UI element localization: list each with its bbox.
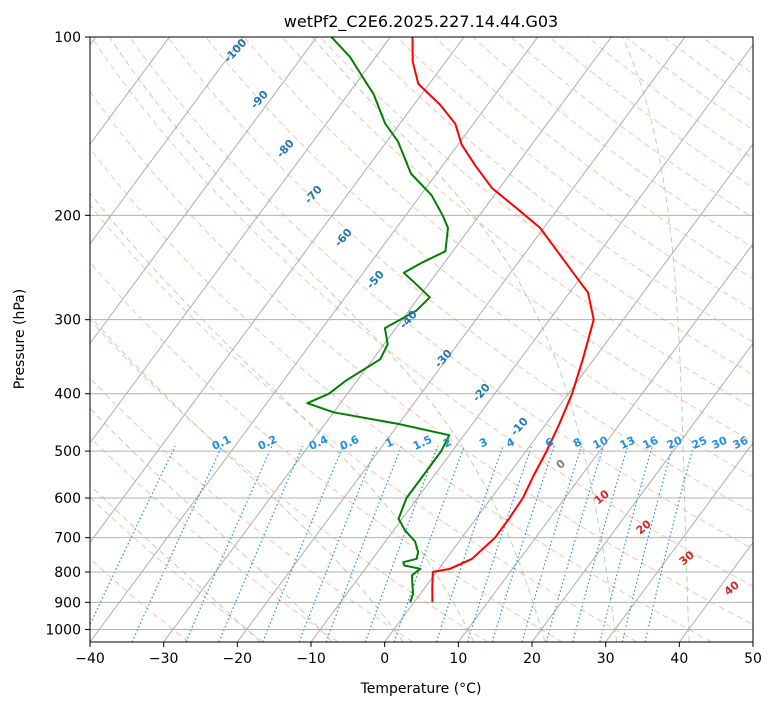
x-tick-label: 30 [597, 651, 615, 667]
mixing-ratio-label: 25 [690, 434, 709, 452]
x-tick-label: 0 [380, 651, 389, 667]
mixing-ratio-line [621, 445, 674, 642]
isotherm-line [531, 342, 753, 642]
mixing-ratio-label: 20 [665, 434, 685, 452]
moist-adiabat-line [762, 37, 775, 642]
dry-adiabat-line [510, 37, 753, 219]
moist-adiabat-line [90, 315, 404, 642]
series-group [306, 37, 595, 603]
isotherm-line [605, 442, 753, 642]
y-tick-label: 400 [54, 387, 81, 403]
pressure-grid [90, 37, 753, 630]
dewpoint-profile-line [306, 37, 451, 603]
dry-adiabat-line [90, 90, 753, 626]
x-tick-label: −40 [75, 651, 105, 667]
isotherm-line [236, 37, 686, 642]
x-tick-label: −30 [149, 651, 179, 667]
isotherm-line [90, 37, 539, 642]
x-tick-label: 50 [744, 651, 762, 667]
y-axis: 100 200 300 400 500 600 700 800 900 1000 [45, 30, 90, 638]
x-tick-label: −20 [223, 651, 253, 667]
mixing-ratio-line [644, 445, 695, 642]
isotherm-line [310, 43, 753, 642]
y-tick-label: 1000 [45, 622, 81, 638]
mixing-ratio-line [325, 445, 403, 642]
dry-adiabat-line [205, 37, 753, 478]
dry-adiabat-line [319, 37, 753, 376]
mixing-ratio-line [262, 445, 344, 642]
mixing-ratio-label: 36 [731, 434, 751, 452]
dry-adiabat-line [129, 37, 753, 550]
y-tick-label: 700 [54, 531, 81, 547]
mixing-ratio-line [393, 445, 465, 642]
x-tick-label: 20 [523, 651, 541, 667]
dry-adiabat-line [548, 37, 753, 189]
x-axis-label: Temperature (°C) [360, 681, 482, 697]
mixing-ratio-label: 16 [641, 434, 661, 452]
mixing-ratio-line [364, 445, 439, 642]
mixing-ratio-line [90, 445, 176, 626]
isotherm-line [384, 143, 753, 642]
isotherm-line [90, 37, 465, 544]
x-tick-label: 40 [670, 651, 688, 667]
dry-adiabat-line [90, 377, 414, 642]
isotherm-line [752, 641, 753, 642]
dry-adiabat-line [281, 37, 753, 409]
mixing-ratio-label: 30 [710, 434, 730, 452]
y-tick-label: 500 [54, 444, 81, 460]
moist-adiabat-line [622, 37, 690, 642]
y-tick-label: 600 [54, 491, 81, 507]
x-tick-label: 10 [449, 651, 467, 667]
dry-adiabat-line [90, 204, 638, 642]
dry-adiabat-line [90, 147, 712, 642]
y-tick-label: 900 [54, 595, 81, 611]
isotherm-line [90, 37, 170, 146]
dry-adiabat-line [587, 37, 753, 160]
dry-adiabat-line [167, 37, 753, 514]
temperature-profile-line [411, 37, 595, 603]
x-tick-label: −10 [296, 651, 326, 667]
dry-adiabat-line [90, 496, 264, 642]
mixing-ratio-line [435, 445, 504, 642]
isotherm-line [90, 37, 244, 245]
x-axis: −40 −30 −20 −10 0 10 20 30 40 50 [75, 642, 762, 667]
isotherm-line [457, 243, 753, 642]
dry-adiabat-line [243, 37, 753, 443]
y-tick-label: 300 [54, 313, 81, 329]
dry-adiabat-line [90, 37, 753, 587]
plot-frame [89, 36, 754, 643]
background-lines [90, 37, 775, 642]
y-tick-label: 800 [54, 565, 81, 581]
y-tick-label: 100 [54, 30, 81, 46]
mixing-ratio-line [599, 445, 653, 642]
mixing-ratio-label: 13 [618, 434, 637, 452]
mixing-ratio-line [572, 445, 629, 642]
isotherm-line [90, 37, 318, 345]
moist-adiabat-line [90, 407, 333, 642]
mixing-ratio-line [298, 445, 378, 642]
mixing-ratio-line [218, 445, 304, 642]
isotherm-line [90, 37, 391, 444]
y-tick-label: 200 [54, 208, 81, 224]
dry-adiabat-line [472, 37, 753, 249]
moist-adiabat-line [108, 37, 546, 642]
moist-adiabat-line [311, 37, 618, 642]
chart-title: wetPf2_C2E6.2025.227.14.44.G03 [284, 12, 558, 32]
y-axis-label: Pressure (hPa) [12, 289, 28, 389]
dry-adiabat-line [358, 37, 753, 343]
mixing-ratio-label: 10 [591, 434, 611, 452]
dry-adiabat-line [90, 319, 488, 642]
